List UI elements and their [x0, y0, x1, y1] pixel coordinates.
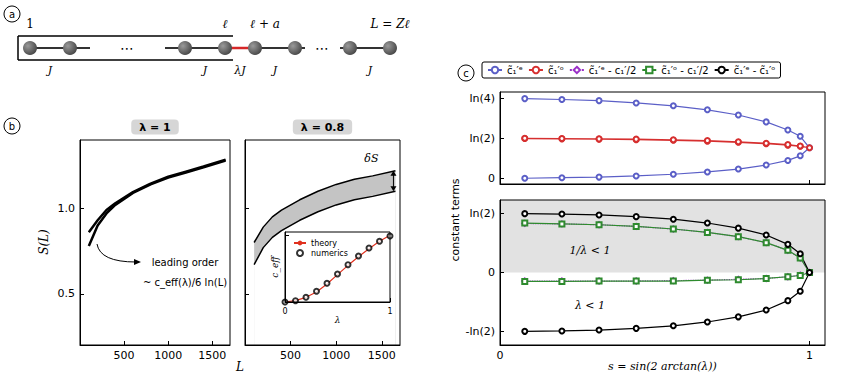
svg-text:L: L [235, 360, 244, 374]
svg-text:1/λ < 1: 1/λ < 1 [570, 244, 611, 257]
svg-text:J: J [366, 64, 373, 77]
svg-text:c̃₁′ᵉ - c̃₁′ᵒ: c̃₁′ᵉ - c̃₁′ᵒ [734, 65, 776, 76]
svg-text:c̃₁′ᵒ: c̃₁′ᵒ [548, 65, 564, 76]
svg-text:1: 1 [387, 307, 392, 316]
svg-text:ℓ: ℓ [223, 17, 228, 31]
svg-text:J: J [271, 64, 278, 77]
svg-text:numerics: numerics [311, 249, 348, 258]
svg-text:L = Zℓ: L = Zℓ [370, 17, 410, 31]
svg-text:1: 1 [806, 349, 813, 362]
svg-text:c̃₁′ᵉ - c₁′/2: c̃₁′ᵉ - c₁′/2 [589, 65, 636, 76]
svg-text:500: 500 [280, 349, 301, 362]
svg-text:a: a [9, 9, 15, 20]
svg-text:λ: λ [334, 315, 341, 325]
svg-text:c̃₁′ᵉ: c̃₁′ᵉ [507, 65, 523, 76]
svg-text:⋯: ⋯ [120, 40, 134, 56]
svg-text:0.5: 0.5 [58, 287, 76, 300]
svg-text:J: J [201, 64, 208, 77]
svg-text:1500: 1500 [368, 349, 396, 362]
svg-text:1500: 1500 [198, 349, 226, 362]
svg-text:δS: δS [364, 152, 379, 165]
svg-text:leading order: leading order [152, 257, 220, 268]
svg-text:ln(2): ln(2) [469, 132, 495, 145]
svg-text:λ = 1: λ = 1 [139, 121, 171, 134]
svg-text:c̃₁′ᵒ - c₁′/2: c̃₁′ᵒ - c₁′/2 [661, 65, 708, 76]
svg-text:S(L): S(L) [37, 229, 51, 255]
svg-text:λJ: λJ [233, 64, 246, 77]
svg-text:500: 500 [114, 349, 135, 362]
svg-text:-ln(2): -ln(2) [465, 325, 495, 338]
svg-text:0: 0 [488, 266, 495, 279]
svg-text:0: 0 [488, 172, 495, 185]
svg-text:constant terms: constant terms [449, 178, 462, 261]
svg-text:c_eff: c_eff [270, 255, 281, 278]
svg-text:J: J [46, 64, 53, 77]
svg-text:0: 0 [282, 307, 287, 316]
svg-text:1000: 1000 [322, 349, 350, 362]
svg-text:b: b [9, 121, 15, 132]
svg-text:1.0: 1.0 [58, 202, 76, 215]
svg-text:ln(2): ln(2) [469, 207, 495, 220]
svg-text:λ = 0.8: λ = 0.8 [301, 121, 344, 134]
svg-text:theory: theory [311, 239, 337, 248]
svg-text:ℓ + a: ℓ + a [250, 17, 280, 31]
svg-text:0: 0 [497, 349, 504, 362]
svg-text:1: 1 [26, 17, 34, 31]
svg-text:c: c [463, 68, 469, 79]
svg-text:⋯: ⋯ [315, 40, 329, 56]
svg-text:1000: 1000 [154, 349, 182, 362]
svg-text:ln(4): ln(4) [469, 92, 495, 105]
svg-text:s = sin(2 arctan(λ)): s = sin(2 arctan(λ)) [608, 360, 717, 373]
svg-text:λ < 1: λ < 1 [574, 299, 605, 312]
svg-text:~ c_eff(λ)/6 ln(L): ~ c_eff(λ)/6 ln(L) [143, 277, 227, 289]
